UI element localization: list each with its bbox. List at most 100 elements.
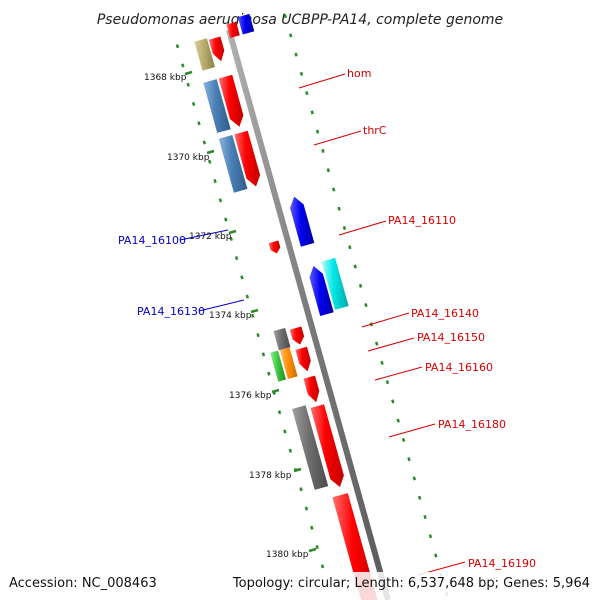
tick-label: 1370 kbp	[167, 153, 210, 163]
gene-top-pink[interactable]	[226, 21, 240, 38]
tick-label: 1376 kbp	[229, 391, 272, 401]
scale-dot	[375, 341, 379, 346]
scale-dot	[245, 294, 249, 299]
scale-dot	[267, 371, 271, 376]
scale-dot	[299, 487, 303, 492]
scale-dot	[218, 198, 223, 203]
scale-dot	[277, 410, 282, 415]
leader-line	[313, 130, 362, 146]
gene-label-PA14_16180[interactable]: PA14_16180	[438, 418, 506, 431]
gene-label-PA14_16190[interactable]: PA14_16190	[468, 557, 536, 570]
gene-label-PA14_16100[interactable]: PA14_16100	[118, 234, 186, 247]
scale-dot	[380, 360, 384, 365]
gene-cyan-PA14_16130[interactable]	[321, 257, 349, 310]
scale-dot	[326, 168, 331, 173]
gene-red[interactable]	[208, 36, 225, 62]
scale-dot	[342, 225, 347, 231]
scale-dot	[407, 457, 411, 462]
scale-dot	[191, 101, 196, 107]
scale-dot	[175, 44, 180, 49]
scale-dot	[353, 264, 357, 269]
scale-dot	[289, 33, 293, 38]
tick-mark	[271, 388, 280, 394]
genome-summary-text: Topology: circular; Length: 6,537,648 bp…	[232, 576, 590, 591]
leader-line	[298, 73, 346, 89]
tick-mark	[228, 229, 237, 235]
scale-dot	[310, 110, 314, 115]
leader-line	[367, 337, 415, 352]
gene-orange-PA14_16150[interactable]	[279, 347, 298, 379]
tick-mark	[206, 149, 215, 155]
scale-dot	[332, 187, 336, 192]
gene-steelblue[interactable]	[218, 135, 248, 193]
gene-label-thrC[interactable]: thrC	[363, 124, 387, 137]
scale-dot	[294, 52, 298, 57]
scale-dot	[305, 91, 309, 96]
leader-line	[361, 312, 410, 328]
kbp-scale: 1368 kbp 1370 kbp 1372 kbp 1374 kbp 1376…	[144, 70, 317, 560]
scale-dot	[396, 418, 400, 423]
scale-dot	[251, 313, 255, 318]
gene-blue-PA14_16100[interactable]	[290, 196, 315, 247]
tick-mark	[184, 70, 193, 76]
scale-dot	[234, 256, 239, 261]
scale-dot	[213, 179, 217, 184]
gene-red[interactable]	[295, 346, 311, 372]
scale-dot	[348, 245, 352, 250]
scale-dot	[321, 148, 325, 153]
tick-label: 1368 kbp	[144, 73, 187, 83]
scale-dot	[283, 429, 287, 434]
gene-label-PA14_16110[interactable]: PA14_16110	[388, 214, 456, 227]
gene-label-PA14_16150[interactable]: PA14_16150	[417, 331, 485, 344]
scale-dot	[320, 564, 325, 569]
scale-dot	[224, 217, 228, 222]
leader-line	[179, 229, 229, 241]
gene-green[interactable]	[270, 350, 286, 382]
gene-top-blue[interactable]	[237, 13, 255, 35]
scale-dot	[434, 553, 438, 558]
scale-dot	[315, 545, 319, 550]
gene-blue[interactable]	[309, 266, 334, 316]
scale-dot	[240, 275, 244, 280]
gene-labels: hom thrC PA14_16110 PA14_16100 PA14_1613…	[118, 67, 536, 576]
scale-dot	[208, 159, 212, 164]
scale-dot	[181, 63, 185, 68]
scale-dot	[186, 82, 190, 87]
scale-dot	[391, 399, 395, 404]
scale-dot	[401, 437, 406, 442]
footer-bg	[0, 572, 600, 600]
leader-line	[338, 220, 387, 236]
gene-red-PA14_16160[interactable]	[303, 375, 320, 403]
scale-dots	[175, 14, 449, 597]
scale-dot	[229, 236, 233, 241]
scale-dot	[310, 525, 314, 530]
scale-dot	[358, 283, 363, 288]
gene-red-PA14_16140[interactable]	[289, 326, 305, 345]
tick-mark	[293, 467, 302, 473]
gene-label-PA14_16160[interactable]: PA14_16160	[425, 361, 493, 374]
gene-red[interactable]	[218, 74, 244, 127]
scale-dot	[197, 121, 201, 126]
leader-line	[198, 299, 245, 312]
scale-dot	[423, 514, 427, 520]
scale-dot	[385, 380, 390, 385]
accession-text: Accession: NC_008463	[9, 576, 157, 591]
gene-gray[interactable]	[273, 327, 291, 351]
gene-gray-PA14_16180[interactable]	[292, 405, 329, 490]
scale-dot	[412, 476, 416, 481]
gene-label-PA14_16140[interactable]: PA14_16140	[411, 307, 479, 320]
gene-steelblue[interactable]	[203, 79, 231, 133]
tick-label: 1372 kbp	[189, 232, 232, 242]
scale-dot	[315, 129, 320, 134]
gene-red[interactable]	[310, 404, 344, 487]
gene-khaki[interactable]	[194, 38, 215, 71]
scale-dot	[364, 303, 368, 308]
scale-dot	[418, 495, 422, 500]
scale-dot	[299, 71, 304, 76]
gene-red-PA14_16110[interactable]	[268, 240, 281, 254]
gene-red[interactable]	[234, 130, 261, 187]
scale-dot	[256, 333, 260, 338]
gene-label-PA14_16130[interactable]: PA14_16130	[137, 305, 205, 318]
gene-label-hom[interactable]: hom	[347, 67, 371, 80]
tick-label: 1374 kbp	[209, 311, 252, 321]
